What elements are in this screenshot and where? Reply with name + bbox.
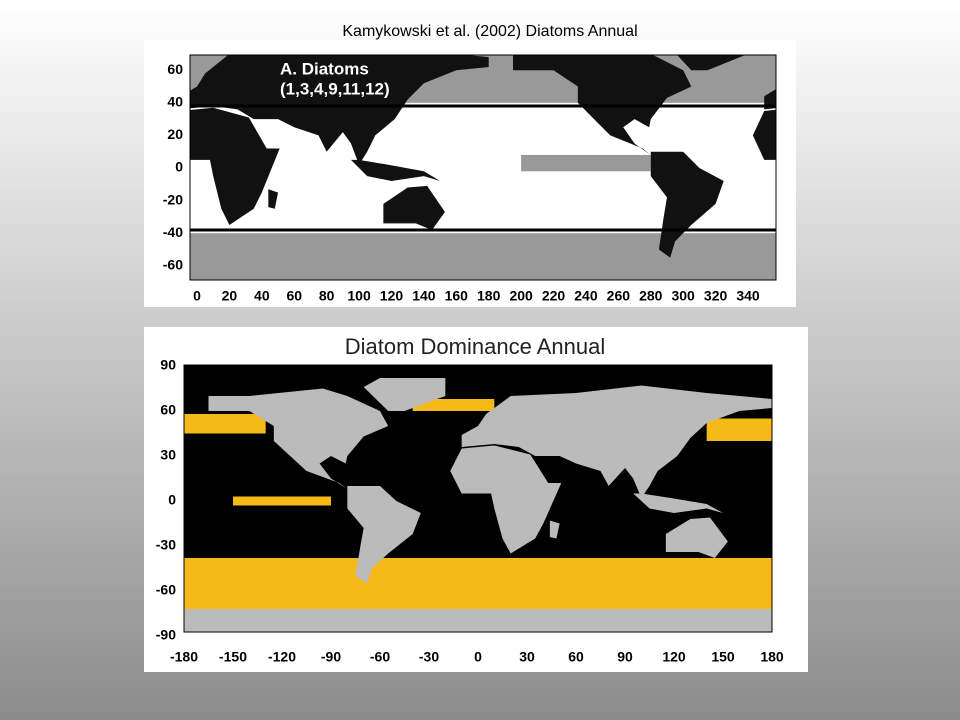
land bbox=[190, 107, 280, 226]
x-tick-label: 100 bbox=[347, 288, 371, 304]
x-tick-label: 200 bbox=[509, 288, 533, 304]
x-tick-label: -90 bbox=[321, 649, 341, 665]
x-tick-label: 0 bbox=[474, 649, 482, 665]
x-tick-label: -150 bbox=[219, 649, 247, 665]
x-tick-label: 180 bbox=[477, 288, 501, 304]
x-tick-label: 0 bbox=[193, 288, 201, 304]
y-tick-label: -30 bbox=[156, 537, 176, 553]
slide-title: Kamykowski et al. (2002) Diatoms Annual bbox=[342, 23, 637, 40]
x-tick-label: 320 bbox=[704, 288, 728, 304]
x-tick-label: 60 bbox=[286, 288, 302, 304]
land bbox=[665, 517, 728, 558]
x-tick-label: 80 bbox=[319, 288, 335, 304]
x-tick-label: 160 bbox=[445, 288, 469, 304]
y-tick-label: 60 bbox=[160, 402, 176, 418]
land bbox=[268, 189, 279, 209]
y-tick-label: 30 bbox=[160, 447, 176, 463]
land bbox=[549, 520, 560, 539]
diatom-zone bbox=[706, 418, 772, 441]
y-tick-label: 20 bbox=[167, 126, 183, 142]
diatom-zone bbox=[233, 496, 331, 506]
diatom-zone bbox=[412, 399, 495, 411]
gray-zone bbox=[521, 154, 651, 172]
land bbox=[383, 185, 445, 230]
x-tick-label: 60 bbox=[568, 649, 584, 665]
x-tick-label: 280 bbox=[639, 288, 663, 304]
land bbox=[190, 55, 489, 165]
y-tick-label: 0 bbox=[168, 492, 176, 508]
diatom-zone bbox=[184, 558, 772, 609]
map-b bbox=[184, 365, 772, 632]
x-tick-label: 180 bbox=[760, 649, 784, 665]
y-tick-label: -60 bbox=[163, 257, 183, 273]
land bbox=[633, 493, 723, 513]
diatom-zone bbox=[184, 414, 266, 434]
land bbox=[934, 160, 960, 181]
land bbox=[752, 109, 776, 160]
map-a-frame bbox=[189, 54, 777, 281]
x-tick-label: 40 bbox=[254, 288, 270, 304]
x-tick-label: -30 bbox=[419, 649, 439, 665]
x-tick-label: 340 bbox=[736, 288, 760, 304]
x-tick-label: 90 bbox=[617, 649, 633, 665]
x-tick-label: -120 bbox=[268, 649, 296, 665]
x-tick-label: -60 bbox=[370, 649, 390, 665]
x-tick-label: 20 bbox=[222, 288, 238, 304]
map-b-frame bbox=[183, 364, 773, 633]
gray-zone bbox=[190, 233, 776, 280]
land bbox=[461, 385, 772, 498]
x-tick-label: 300 bbox=[671, 288, 695, 304]
y-tick-label: 40 bbox=[167, 94, 183, 110]
map-b-title: Diatom Dominance Annual bbox=[345, 334, 605, 359]
y-tick-label: 60 bbox=[167, 61, 183, 77]
y-tick-label: 0 bbox=[175, 159, 183, 175]
x-tick-label: 260 bbox=[607, 288, 631, 304]
land bbox=[450, 445, 562, 554]
x-tick-label: 30 bbox=[519, 649, 535, 665]
land bbox=[764, 89, 776, 110]
land bbox=[677, 55, 746, 71]
land bbox=[184, 609, 772, 632]
x-tick-label: -180 bbox=[170, 649, 198, 665]
x-tick-label: 120 bbox=[662, 649, 686, 665]
x-tick-label: 120 bbox=[380, 288, 404, 304]
map-a bbox=[0, 46, 960, 280]
land bbox=[363, 378, 446, 411]
land bbox=[852, 189, 862, 209]
y-tick-label: -20 bbox=[163, 191, 183, 207]
x-tick-label: 220 bbox=[542, 288, 566, 304]
land bbox=[67, 152, 140, 258]
map-a-label: A. Diatoms bbox=[280, 59, 369, 78]
y-tick-label: -40 bbox=[163, 224, 183, 240]
y-tick-label: -60 bbox=[156, 582, 176, 598]
land bbox=[0, 46, 108, 155]
map-a-label: (1,3,4,9,11,12) bbox=[280, 79, 390, 98]
x-tick-label: 150 bbox=[711, 649, 735, 665]
y-tick-label: 90 bbox=[160, 357, 176, 373]
x-tick-label: 140 bbox=[412, 288, 436, 304]
y-tick-label: -90 bbox=[156, 627, 176, 643]
land bbox=[347, 486, 421, 584]
land bbox=[208, 388, 389, 489]
land bbox=[350, 159, 441, 182]
x-tick-label: 240 bbox=[574, 288, 598, 304]
